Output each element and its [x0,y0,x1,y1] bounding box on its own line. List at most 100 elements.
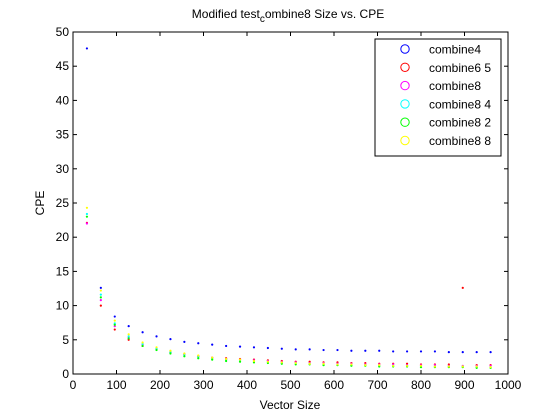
data-point [475,365,478,368]
legend-marker [400,135,410,146]
data-point [197,354,200,357]
legend-box [374,38,502,157]
data-point [85,212,89,216]
data-point [211,343,214,346]
chart-title-subscript: c [260,14,265,25]
chart-title-prefix: Modified test [192,7,261,21]
data-point [280,361,283,364]
data-point [266,346,269,350]
data-point [85,215,89,218]
chart-title-suffix: ombine8 Size vs. CPE [265,7,384,21]
data-point [127,337,130,340]
data-point [238,345,242,348]
data-point [461,351,464,354]
y-tick-label: 50 [56,25,70,39]
data-point [350,349,353,352]
data-point [141,331,144,334]
data-point [225,344,228,348]
y-tick-label: 20 [56,230,70,244]
data-point [238,358,242,361]
x-tick-label: 200 [150,378,170,392]
data-point [461,365,464,368]
data-point [419,364,423,367]
legend-items: combine4 combine6 5 combine8 combine8 4 comb… [400,43,491,148]
legend: combine4 combine6 5 combine8 combine8 4 comb… [374,38,502,157]
data-point [252,346,256,349]
data-point [113,319,116,322]
data-point [238,360,242,363]
data-point [183,355,186,358]
legend-marker [400,44,410,54]
data-point [225,357,228,361]
x-tick-label: 0 [70,378,77,392]
data-point [155,348,158,352]
data-point [322,362,325,365]
y-tick-label: 40 [56,93,70,107]
data-point [225,359,228,363]
y-tick-label: 45 [56,59,70,73]
data-point [392,364,395,367]
data-point [336,348,339,352]
x-tick-label: 700 [367,378,387,392]
data-point [322,348,325,352]
legend-marker [400,80,410,91]
axis-ticks: 0 100 200 300 400 500 600 700 800 900 1000 0 5 10 15 20… [56,25,522,392]
data-point [419,350,423,353]
data-point [211,358,214,361]
y-tick-label: 5 [62,333,69,347]
series-5 [85,206,492,369]
legend-marker [400,117,410,127]
data-point [85,206,89,209]
x-tick-label: 800 [411,378,431,392]
x-tick-label: 500 [280,378,300,392]
legend-label: combine4 [429,43,481,57]
x-tick-label: 100 [106,378,126,392]
data-point [364,364,367,367]
y-tick-label: 0 [62,367,69,381]
data-point [475,351,478,354]
data-point [350,363,353,366]
data-point [99,293,102,296]
data-point [99,299,102,302]
data-point [433,350,437,353]
x-tick-label: 1000 [495,378,522,392]
data-point [447,365,450,368]
data-point [266,360,269,363]
y-axis-label: CPE [33,191,47,216]
data-point [433,365,437,368]
data-point [378,349,381,352]
data-point [489,366,492,369]
x-tick-label: 400 [237,378,257,392]
series-0 [85,47,492,354]
data-point [85,47,89,50]
data-point [447,351,450,354]
y-tick-label: 15 [56,264,70,278]
data-point [141,341,144,344]
data-point [294,348,297,351]
data-point [113,323,116,326]
legend-marker [400,99,410,109]
chart-title: Modified testcombine8 Size vs. CPE [192,7,384,25]
data-point [169,338,172,341]
data-point [113,315,116,318]
data-point [197,357,200,360]
legend-label: combine8 4 [429,97,491,111]
y-tick-label: 30 [56,162,70,176]
data-point [155,346,158,349]
data-point [155,335,158,338]
data-point [378,364,381,367]
data-point [169,352,172,355]
data-point [197,342,200,345]
legend-label: combine8 2 [429,116,491,130]
data-point [364,349,367,352]
data-point [141,344,144,348]
data-point [211,356,214,359]
data-point [392,350,395,353]
data-point [336,363,339,366]
x-tick-label: 300 [193,378,213,392]
data-point [489,351,492,354]
legend-marker [400,62,410,73]
data-points [85,47,492,369]
x-tick-label: 600 [324,378,344,392]
